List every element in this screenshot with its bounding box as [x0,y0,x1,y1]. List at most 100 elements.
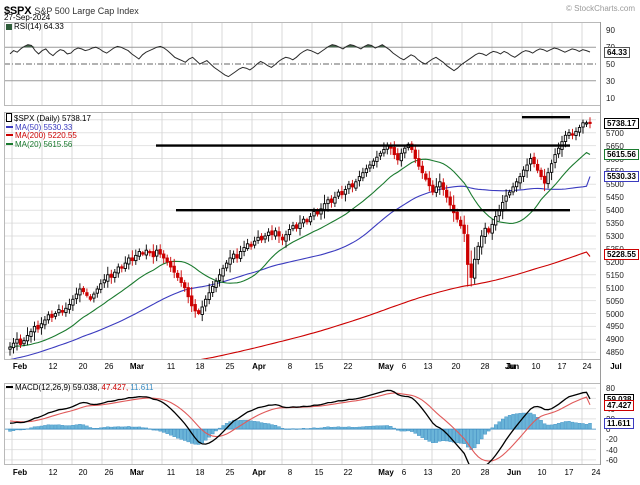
price-axis-label: 5050 [606,296,624,306]
date-tick-label: May [378,362,394,371]
macd-axis-label: -40 [606,445,618,455]
rsi-panel [4,22,600,106]
date-tick-label: 25 [225,468,235,477]
rsi-plot [4,22,600,106]
date-tick-label: 17 [564,468,574,477]
price-axis-label: 5400 [606,206,624,216]
date-tick-label: Mar [129,468,145,477]
date-tick-label: Apr [252,362,266,371]
date-tick-label: 26 [104,468,114,477]
rsi-svg [4,22,596,106]
macd-signal-tag: 47.427 [604,399,635,411]
price-legend-label: $SPX (Daily) 5738.17 [14,114,91,123]
macd-panel [4,383,600,465]
rsi-axis-label: 30 [606,76,615,86]
price-legend: $SPX (Daily) 5738.17 MA(50) 5530.33 MA(200… [6,113,91,149]
macd-axis-label: -20 [606,435,618,445]
price-axis-label: 5000 [606,309,624,319]
ma200-tag: 5228.55 [604,249,639,261]
price-axis-label: 4950 [606,322,624,332]
macd-axis-label: 80 [606,384,615,394]
date-tick-label: 8 [287,362,293,371]
date-tick-label: Ju [506,362,516,371]
price-svg [4,112,596,360]
macd-hist-tag: 11.611 [604,418,634,430]
price-legend-row: $SPX (Daily) 5738.17 [6,113,91,124]
price-legend-row: MA(20) 5615.56 [6,139,91,150]
price-legend-label: MA(200) 5220.55 [15,131,77,141]
stockcharts-watermark: © StockCharts.com [565,4,635,13]
date-tick-label: 17 [557,362,567,371]
price-axis-label: 5550 [606,167,624,177]
date-tick-label: 18 [195,468,205,477]
rsi-axis-label: 50 [606,60,615,69]
date-tick-label: 18 [195,362,205,371]
price-legend-row: MA(200) 5220.55 [6,131,91,141]
date-tick-label: 20 [78,468,88,477]
line-icon [6,125,13,128]
price-axis-label: 5100 [606,283,624,293]
macd-axis-label: 20 [606,414,615,424]
price-axis-label: 5650 [606,141,624,151]
date-tick-label: 28 [480,468,490,477]
price-legend-label: MA(50) 5530.33 [15,122,73,132]
chart-date: 27-Sep-2024 [4,13,51,22]
date-tick-label: 22 [343,468,353,477]
date-tick-label: 15 [314,362,324,371]
date-axis-lower: Feb 12 20 26 Mar 11 18 25 Apr 8 15 22 May 6 13 20 28 Jun 1… [4,468,601,481]
macd-legend-part: MACD(12,26,9) 59.038, [15,383,100,392]
date-tick-label: 15 [314,468,324,477]
rsi-current-tag: 64.33 [604,46,631,58]
macd-legend: MACD(12,26,9) 59.038, 47.427, 11.611 [6,383,155,393]
macd-svg [4,383,596,465]
date-tick-label: 12 [48,362,58,371]
price-legend-label: MA(20) 5615.56 [15,139,73,149]
macd-plot [4,383,600,465]
price-axis-label: 5300 [606,232,624,241]
macd-line-tag: 59.038 [604,393,635,405]
macd-axis-label: 40 [606,404,615,414]
date-tick-label: 11 [166,362,176,371]
macd-axis-label: 60 [606,394,615,404]
price-axis-label: 5600 [606,154,624,164]
date-tick-label: 24 [582,362,592,371]
date-tick-label: 10 [531,362,541,371]
date-tick-label: 22 [343,362,353,371]
date-tick-label: 24 [591,468,601,477]
price-axis-label: 4850 [606,348,624,358]
rsi-legend-label: RSI(14) 64.33 [14,22,64,31]
symbol-ticker: $SPX [4,5,32,17]
rsi-axis-label: 10 [606,93,615,103]
date-tick-label: Feb [12,362,28,371]
line-icon [6,134,13,137]
price-legend-row: MA(50) 5530.33 [6,122,91,133]
price-last-tag: 5738.17 [604,117,639,129]
date-tick-label: 20 [451,362,461,371]
price-plot [4,112,600,360]
date-tick-label: 20 [78,362,88,371]
date-tick-label: Feb [12,468,28,477]
macd-axis-label: -60 [606,455,618,465]
date-tick-label: 6 [401,468,407,477]
rsi-axis-label: 90 [606,26,615,36]
date-tick-label: Jul [610,362,622,371]
date-tick-label: 13 [423,362,433,371]
line-icon [6,142,13,145]
date-tick-label: 12 [48,468,58,477]
date-tick-label: 25 [225,362,235,371]
date-tick-label: 10 [537,468,547,477]
date-tick-label: 11 [166,468,176,477]
ma50-tag: 5530.33 [604,171,639,183]
symbol-name: S&P 500 Large Cap Index [34,6,139,16]
price-axis-label: 5450 [606,193,624,203]
price-axis-label: 5350 [606,219,624,229]
ma20-tag: 5615.56 [604,149,639,161]
date-tick-label: 20 [451,468,461,477]
candle-icon [6,113,12,122]
axis-separator [600,22,601,465]
date-axis-upper: Feb 12 20 26 Mar 11 18 25 Apr 8 15 22 May 6 13 20 28 Ju Ju… [4,362,622,375]
rsi-legend: RSI(14) 64.33 [6,22,64,32]
price-axis-label: 5250 [606,244,624,254]
date-tick-label: 28 [480,362,490,371]
